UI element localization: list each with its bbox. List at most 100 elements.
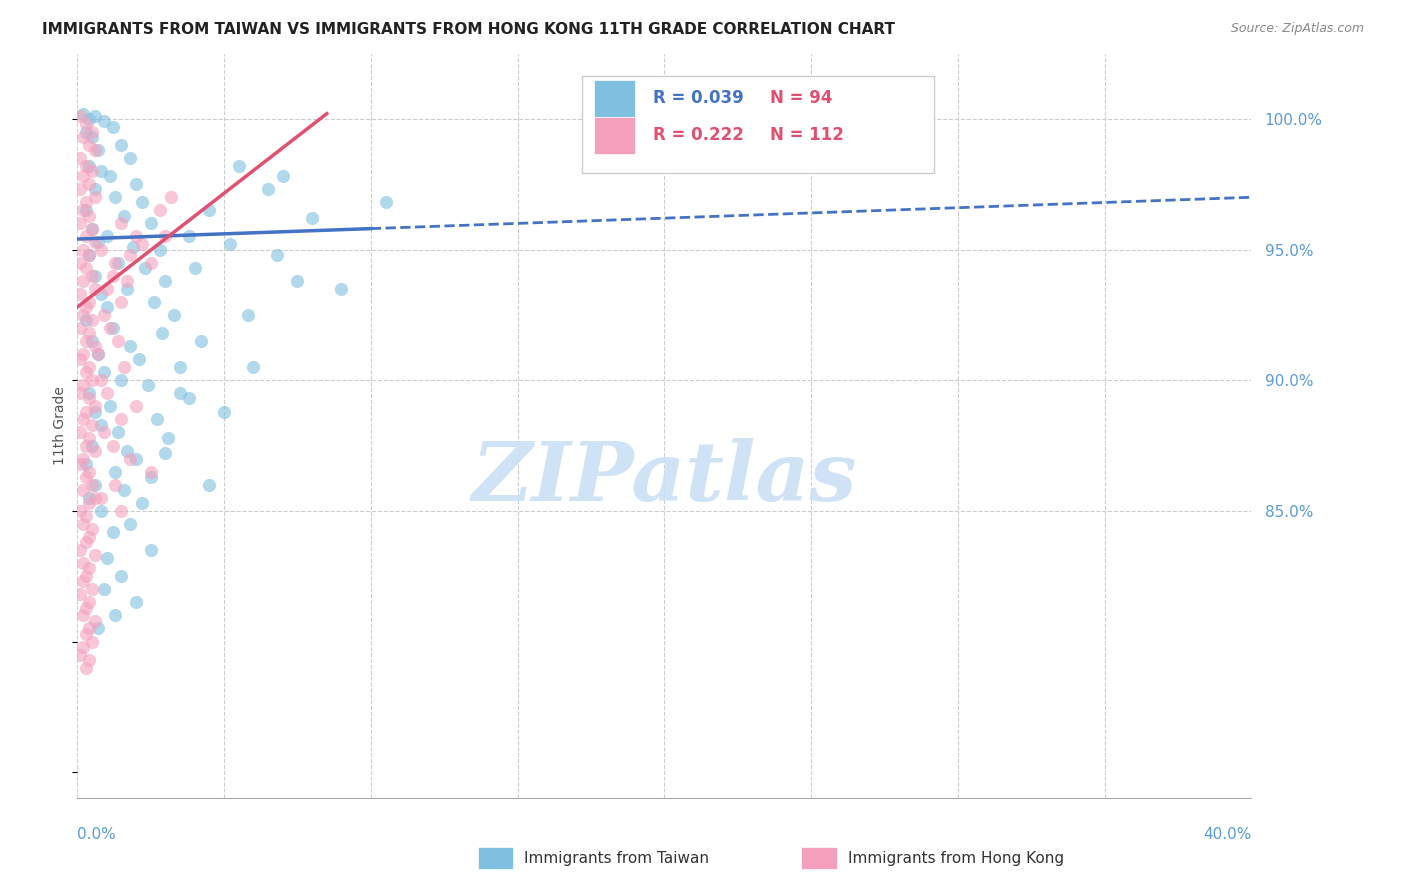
Text: ZIPatlas: ZIPatlas — [471, 438, 858, 518]
Point — [212, 404, 235, 418]
Point — [80, 268, 103, 283]
Point — [84, 491, 107, 505]
Point — [139, 255, 162, 269]
Point — [169, 386, 191, 401]
Point — [228, 159, 250, 173]
Point — [219, 237, 242, 252]
Point — [131, 496, 153, 510]
Text: Immigrants from Taiwan: Immigrants from Taiwan — [524, 851, 710, 865]
Point — [107, 425, 129, 440]
Point — [80, 221, 103, 235]
Point — [104, 465, 127, 479]
Point — [77, 248, 100, 262]
Point — [75, 509, 97, 524]
Point — [77, 595, 100, 609]
Point — [120, 151, 142, 165]
Point — [75, 365, 97, 379]
Point — [142, 294, 165, 309]
Point — [96, 386, 118, 401]
Point — [84, 182, 107, 196]
Point — [75, 195, 97, 210]
Point — [125, 400, 148, 414]
Point — [72, 243, 94, 257]
Point — [69, 182, 91, 196]
Point — [80, 582, 103, 597]
Bar — [593, 79, 636, 117]
Point — [90, 243, 112, 257]
Text: 0.0%: 0.0% — [77, 827, 117, 841]
Point — [101, 120, 124, 134]
Point — [69, 109, 91, 123]
Point — [93, 114, 115, 128]
Point — [96, 300, 118, 314]
Point — [72, 451, 94, 466]
Point — [84, 614, 107, 628]
Point — [242, 360, 264, 375]
Point — [155, 274, 177, 288]
Point — [139, 470, 162, 484]
Point — [236, 308, 259, 322]
Point — [96, 229, 118, 244]
Point — [75, 404, 97, 418]
Point — [87, 235, 110, 249]
Y-axis label: 11th Grade: 11th Grade — [53, 386, 67, 466]
Point — [160, 190, 183, 204]
Point — [75, 203, 97, 218]
Point — [75, 229, 97, 244]
Point — [134, 260, 156, 275]
Point — [77, 431, 100, 445]
Text: 40.0%: 40.0% — [1204, 827, 1251, 841]
Point — [136, 378, 159, 392]
Point — [163, 308, 186, 322]
Point — [131, 195, 153, 210]
Point — [75, 438, 97, 452]
Point — [69, 352, 91, 367]
Bar — [593, 117, 636, 154]
Point — [69, 648, 91, 662]
Text: N = 112: N = 112 — [770, 127, 844, 145]
Point — [69, 287, 91, 301]
Point — [139, 216, 162, 230]
Point — [77, 386, 100, 401]
Point — [77, 360, 100, 375]
Point — [80, 221, 103, 235]
Point — [84, 109, 107, 123]
Point — [104, 477, 127, 491]
Point — [266, 248, 288, 262]
Point — [110, 569, 132, 583]
Point — [77, 465, 100, 479]
Point — [120, 248, 142, 262]
Point — [139, 543, 162, 558]
Point — [101, 524, 124, 539]
Point — [93, 365, 115, 379]
Point — [90, 164, 112, 178]
Point — [157, 431, 180, 445]
Point — [72, 203, 94, 218]
Point — [77, 496, 100, 510]
Point — [122, 240, 145, 254]
Point — [69, 321, 91, 335]
Point — [84, 143, 107, 157]
Point — [80, 373, 103, 387]
Point — [87, 347, 110, 361]
Point — [75, 535, 97, 549]
Point — [98, 400, 121, 414]
Point — [104, 190, 127, 204]
Point — [84, 235, 107, 249]
Point — [800, 112, 823, 126]
Point — [84, 400, 107, 414]
Point — [98, 321, 121, 335]
Point — [104, 255, 127, 269]
Point — [84, 443, 107, 458]
Point — [110, 138, 132, 153]
Point — [77, 561, 100, 575]
Point — [93, 308, 115, 322]
Point — [69, 504, 91, 518]
Point — [77, 112, 100, 126]
Point — [72, 106, 94, 120]
Point — [77, 326, 100, 340]
Point — [80, 125, 103, 139]
Point — [128, 352, 150, 367]
Point — [177, 229, 200, 244]
Point — [190, 334, 212, 348]
